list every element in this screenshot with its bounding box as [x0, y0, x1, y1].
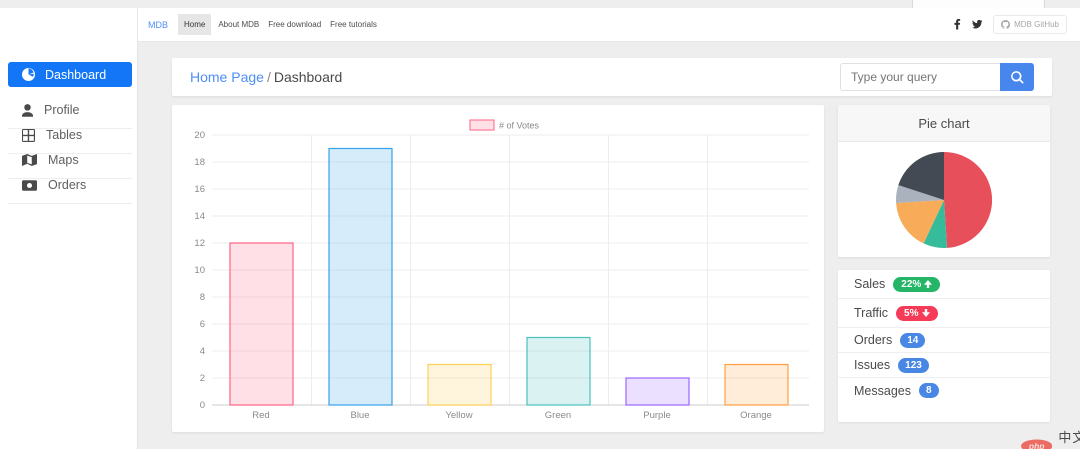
svg-text:Orange: Orange [740, 410, 772, 421]
svg-text:php: php [1028, 441, 1045, 449]
svg-text:Red: Red [252, 410, 269, 421]
svg-text:# of Votes: # of Votes [499, 121, 540, 131]
svg-text:Blue: Blue [350, 410, 369, 421]
svg-text:14: 14 [194, 211, 205, 222]
svg-text:18: 18 [194, 157, 205, 168]
svg-text:12: 12 [194, 238, 205, 249]
svg-text:16: 16 [194, 184, 205, 195]
svg-text:4: 4 [200, 346, 205, 357]
svg-text:10: 10 [194, 265, 205, 276]
svg-text:0: 0 [200, 400, 205, 411]
svg-text:6: 6 [200, 319, 205, 330]
svg-text:2: 2 [200, 373, 205, 384]
svg-text:8: 8 [200, 292, 205, 303]
svg-text:20: 20 [194, 130, 205, 141]
svg-text:Yellow: Yellow [445, 410, 472, 421]
svg-text:Purple: Purple [643, 410, 670, 421]
svg-text:Green: Green [545, 410, 571, 421]
